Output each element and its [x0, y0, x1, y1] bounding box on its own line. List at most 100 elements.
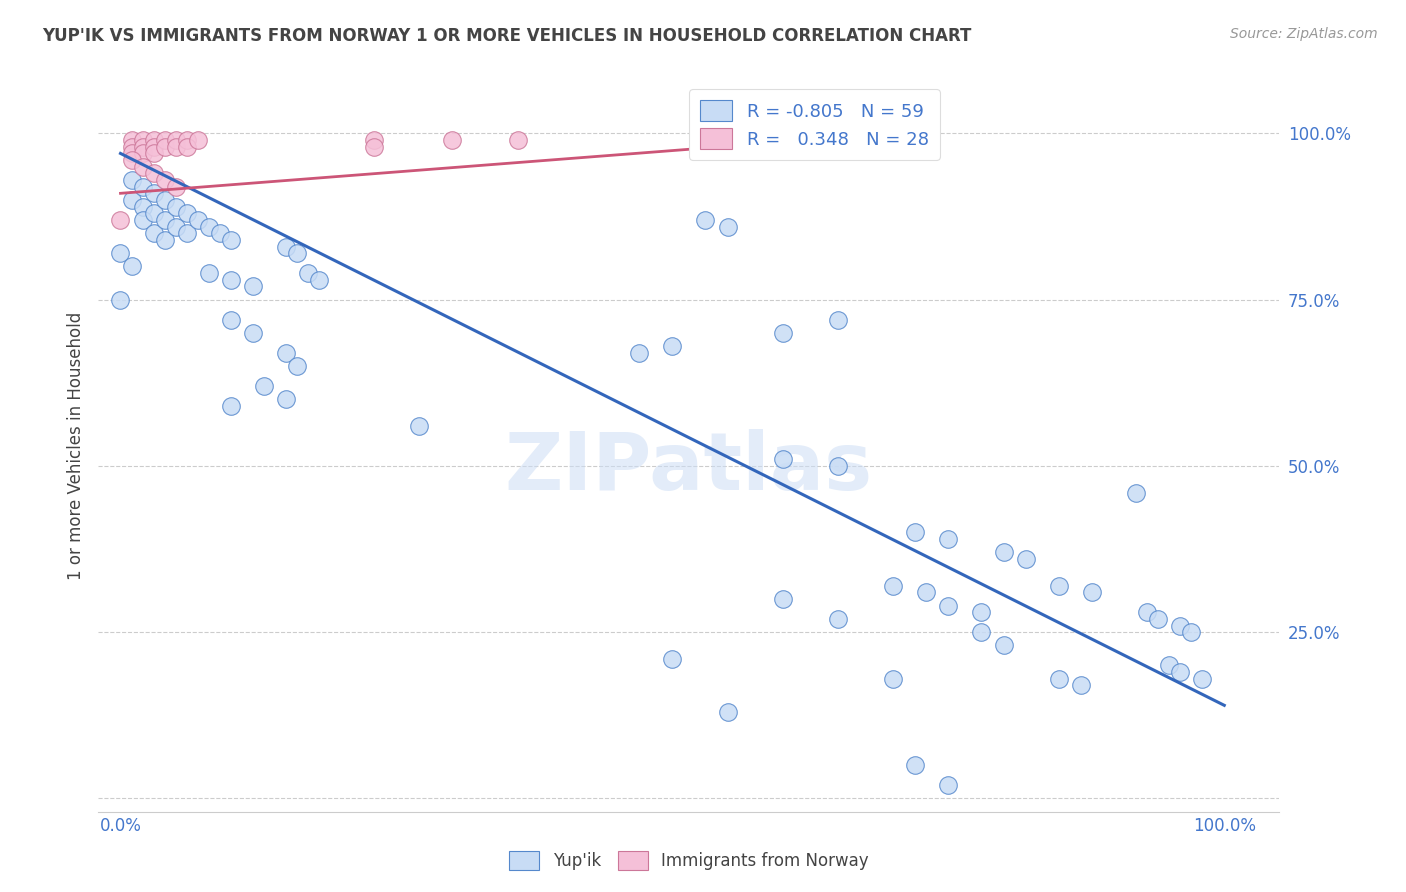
Point: [1168, 665, 1191, 679]
Point: [131, 160, 153, 174]
Point: [142, 133, 165, 147]
Text: YUP'IK VS IMMIGRANTS FROM NORWAY 1 OR MORE VEHICLES IN HOUSEHOLD CORRELATION CHA: YUP'IK VS IMMIGRANTS FROM NORWAY 1 OR MO…: [42, 27, 972, 45]
Point: [121, 260, 143, 274]
Point: [716, 219, 738, 234]
Point: [142, 226, 165, 240]
Point: [827, 458, 849, 473]
Legend: Yup'ik, Immigrants from Norway: Yup'ik, Immigrants from Norway: [503, 844, 875, 877]
Point: [970, 625, 993, 640]
Point: [695, 213, 717, 227]
Text: Source: ZipAtlas.com: Source: ZipAtlas.com: [1230, 27, 1378, 41]
Point: [860, 133, 883, 147]
Point: [661, 652, 683, 666]
Point: [153, 233, 176, 247]
Point: [142, 206, 165, 220]
Point: [827, 312, 849, 326]
Point: [165, 140, 187, 154]
Point: [131, 140, 153, 154]
Point: [198, 219, 221, 234]
Point: [1180, 625, 1202, 640]
Point: [915, 585, 938, 599]
Point: [176, 140, 198, 154]
Point: [165, 133, 187, 147]
Point: [110, 293, 132, 307]
Point: [308, 273, 330, 287]
Point: [661, 339, 683, 353]
Point: [993, 545, 1015, 559]
Point: [121, 173, 143, 187]
Point: [165, 219, 187, 234]
Point: [142, 146, 165, 161]
Point: [153, 173, 176, 187]
Point: [274, 239, 297, 253]
Point: [882, 579, 904, 593]
Point: [936, 778, 959, 792]
Text: ZIPatlas: ZIPatlas: [505, 429, 873, 507]
Point: [121, 193, 143, 207]
Point: [121, 146, 143, 161]
Point: [219, 312, 242, 326]
Point: [153, 193, 176, 207]
Point: [1125, 485, 1147, 500]
Point: [1047, 579, 1070, 593]
Point: [219, 273, 242, 287]
Point: [1147, 612, 1170, 626]
Point: [131, 213, 153, 227]
Point: [176, 206, 198, 220]
Point: [208, 226, 231, 240]
Point: [970, 605, 993, 619]
Point: [1014, 552, 1036, 566]
Point: [131, 179, 153, 194]
Point: [936, 599, 959, 613]
Point: [1070, 678, 1092, 692]
Point: [153, 140, 176, 154]
Point: [121, 133, 143, 147]
Point: [904, 525, 927, 540]
Point: [297, 266, 319, 280]
Point: [142, 166, 165, 180]
Point: [408, 419, 430, 434]
Point: [142, 140, 165, 154]
Point: [772, 452, 794, 467]
Point: [187, 213, 209, 227]
Point: [936, 532, 959, 546]
Point: [506, 133, 529, 147]
Point: [440, 133, 463, 147]
Point: [274, 392, 297, 407]
Point: [904, 758, 927, 772]
Point: [1047, 672, 1070, 686]
Point: [772, 591, 794, 606]
Point: [131, 133, 153, 147]
Point: [121, 153, 143, 167]
Point: [198, 266, 221, 280]
Point: [131, 200, 153, 214]
Point: [187, 133, 209, 147]
Point: [1168, 618, 1191, 632]
Point: [142, 186, 165, 201]
Point: [253, 379, 276, 393]
Point: [153, 133, 176, 147]
Point: [363, 133, 385, 147]
Point: [165, 179, 187, 194]
Point: [274, 346, 297, 360]
Point: [363, 140, 385, 154]
Point: [110, 213, 132, 227]
Point: [219, 399, 242, 413]
Point: [153, 213, 176, 227]
Point: [285, 246, 308, 260]
Y-axis label: 1 or more Vehicles in Household: 1 or more Vehicles in Household: [66, 312, 84, 580]
Point: [131, 146, 153, 161]
Point: [285, 359, 308, 374]
Point: [176, 226, 198, 240]
Point: [242, 326, 264, 340]
Point: [242, 279, 264, 293]
Point: [772, 326, 794, 340]
Point: [110, 246, 132, 260]
Point: [993, 639, 1015, 653]
Point: [827, 612, 849, 626]
Point: [1136, 605, 1159, 619]
Point: [1081, 585, 1104, 599]
Point: [121, 140, 143, 154]
Point: [1191, 672, 1213, 686]
Point: [628, 346, 651, 360]
